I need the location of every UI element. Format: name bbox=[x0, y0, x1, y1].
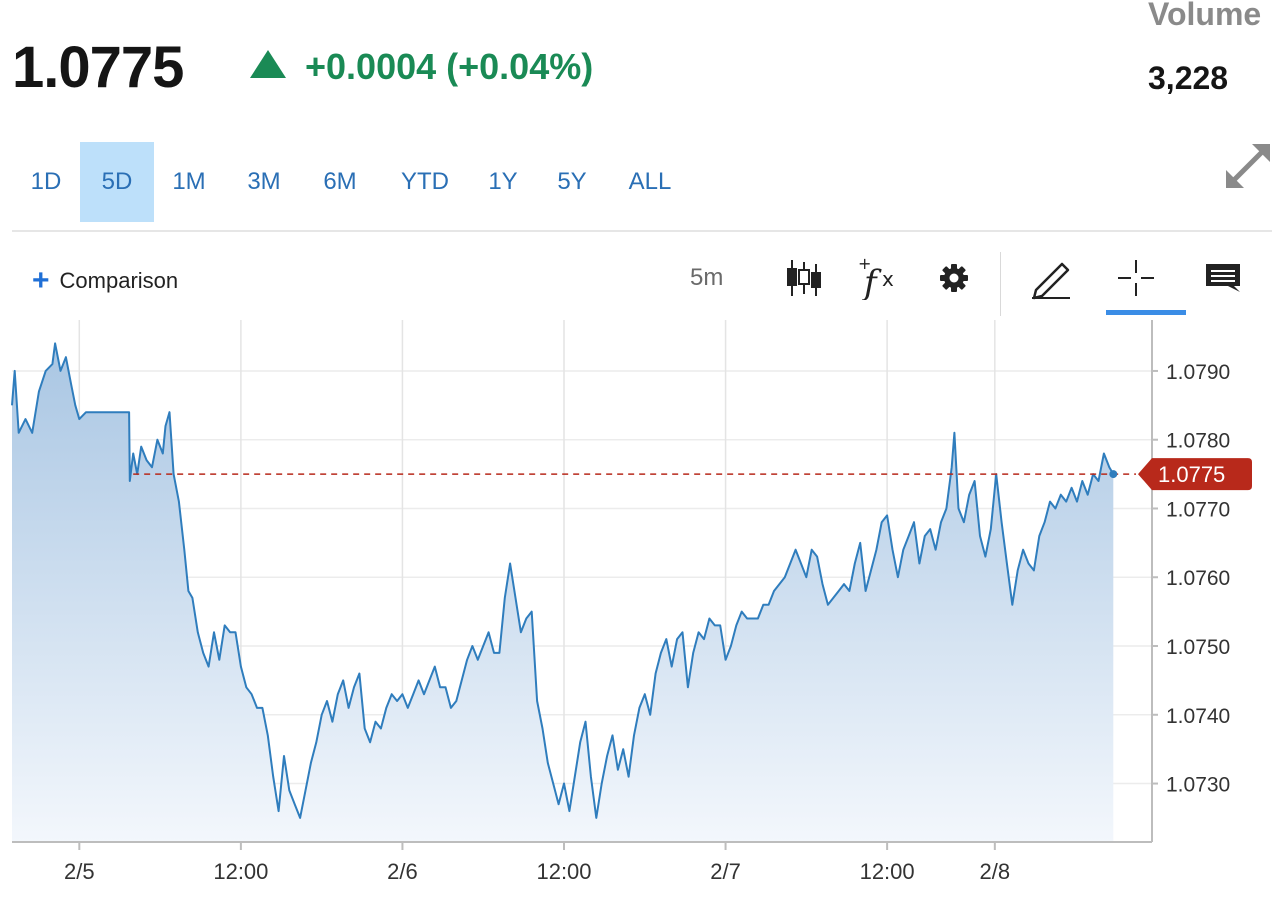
y-tick-label: 1.0760 bbox=[1166, 567, 1230, 590]
range-1m-button[interactable]: 1M bbox=[172, 168, 206, 195]
svg-text:+: + bbox=[858, 256, 871, 273]
price-change: +0.0004 (+0.04%) bbox=[305, 46, 594, 87]
x-tick-label: 2/8 bbox=[980, 859, 1011, 884]
y-tick-label: 1.0790 bbox=[1166, 361, 1230, 384]
range-all-button[interactable]: ALL bbox=[628, 168, 672, 195]
comparison-label: Comparison bbox=[59, 268, 179, 293]
x-tick-label: 12:00 bbox=[536, 859, 591, 884]
plus-icon: + bbox=[32, 264, 50, 297]
range-1d-button[interactable]: 1D bbox=[30, 168, 62, 195]
price-line bbox=[11, 342, 1115, 819]
range-5y-button[interactable]: 5Y bbox=[557, 168, 587, 195]
y-tick-label: 1.0780 bbox=[1166, 430, 1230, 453]
x-axis-labels: 2/5 12:00 2/6 12:00 2/7 12:00 2/8 bbox=[64, 842, 1010, 884]
x-tick-label: 2/7 bbox=[710, 859, 741, 884]
volume-label: Volume bbox=[1148, 0, 1262, 32]
comment-icon[interactable] bbox=[1200, 256, 1248, 300]
volume-value: 3,228 bbox=[1148, 60, 1229, 96]
x-tick-label: 2/5 bbox=[64, 859, 95, 884]
svg-text:f: f bbox=[861, 263, 882, 300]
last-price-point bbox=[1109, 470, 1118, 479]
range-6m-button[interactable]: 6M bbox=[323, 168, 357, 195]
y-tick-label: 1.0740 bbox=[1166, 705, 1230, 728]
toolbar-divider bbox=[1000, 252, 1001, 316]
gear-icon[interactable] bbox=[930, 256, 978, 300]
y-axis-labels: 1.0790 1.0780 1.0770 1.0760 1.0750 1.0740 1.07… bbox=[1152, 361, 1230, 797]
interval-selector[interactable]: 5m bbox=[690, 264, 724, 291]
range-ytd-button[interactable]: YTD bbox=[401, 168, 449, 195]
chart-axes bbox=[12, 320, 1153, 843]
y-tick-label: 1.0750 bbox=[1166, 636, 1230, 659]
expand-icon[interactable] bbox=[1222, 140, 1274, 192]
x-tick-label: 2/6 bbox=[387, 859, 418, 884]
range-1y-button[interactable]: 1Y bbox=[488, 168, 518, 195]
fx-indicator-icon[interactable]: + f x bbox=[854, 256, 902, 300]
x-tick-label: 12:00 bbox=[213, 859, 268, 884]
up-arrow-icon bbox=[250, 50, 286, 78]
divider bbox=[12, 230, 1272, 232]
range-5d-button[interactable]: 5D bbox=[80, 142, 154, 222]
pencil-icon[interactable] bbox=[1026, 256, 1074, 300]
price-chart[interactable]: 1.0790 1.0780 1.0770 1.0760 1.0750 1.0740 1.07… bbox=[0, 320, 1284, 904]
last-price-label: 1.0775 bbox=[1158, 462, 1225, 487]
y-tick-label: 1.0770 bbox=[1166, 498, 1230, 521]
active-tool-indicator bbox=[1106, 310, 1186, 315]
svg-text:x: x bbox=[882, 267, 894, 291]
last-price-tag: 1.0775 bbox=[1138, 458, 1252, 491]
x-tick-label: 12:00 bbox=[860, 859, 915, 884]
price-area bbox=[12, 343, 1114, 842]
comparison-button[interactable]: + Comparison bbox=[32, 264, 179, 297]
candlestick-icon[interactable] bbox=[780, 256, 828, 300]
crosshair-icon[interactable] bbox=[1112, 256, 1160, 300]
y-tick-label: 1.0730 bbox=[1166, 774, 1230, 797]
range-3m-button[interactable]: 3M bbox=[247, 168, 281, 195]
current-price: 1.0775 bbox=[12, 35, 184, 100]
